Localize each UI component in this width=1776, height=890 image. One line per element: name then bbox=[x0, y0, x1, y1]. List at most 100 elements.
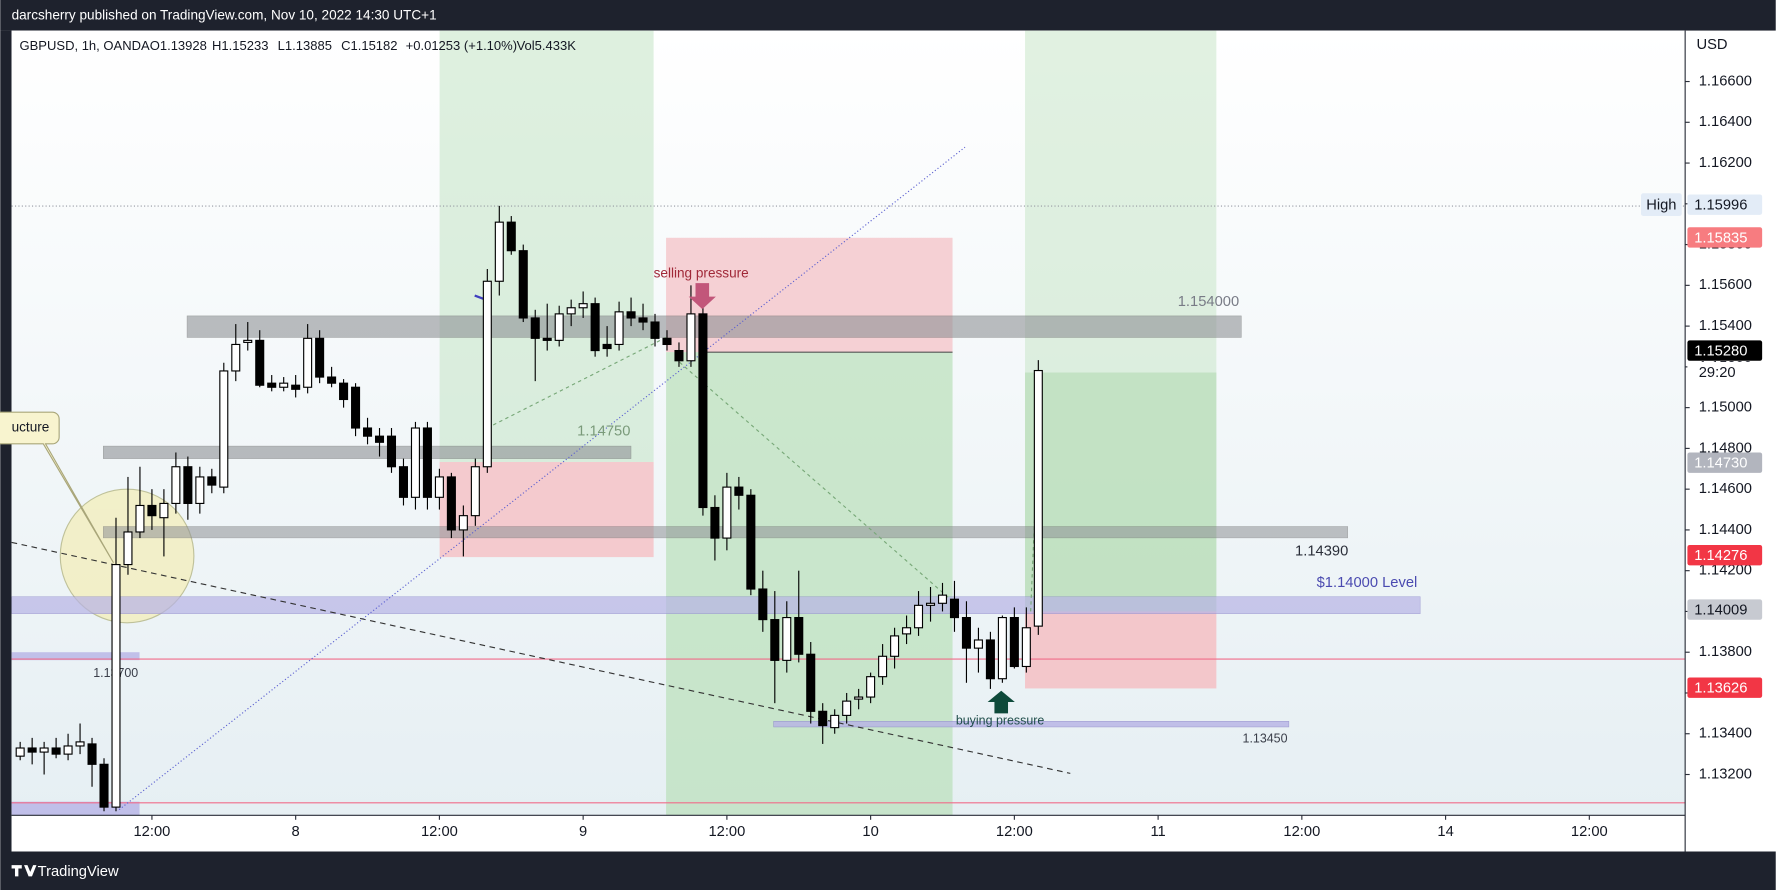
candle-body bbox=[638, 317, 648, 323]
x-tick-label: 12:00 bbox=[996, 824, 1033, 840]
bottom-bar bbox=[0, 851, 1776, 890]
candle-body bbox=[949, 598, 960, 619]
short-target-zone bbox=[666, 352, 953, 816]
candle-body bbox=[374, 435, 385, 443]
annotation: 1.14750 bbox=[577, 423, 630, 439]
candle-body bbox=[267, 382, 277, 388]
projection-line bbox=[1030, 475, 1037, 612]
candle-body bbox=[710, 506, 720, 539]
long-stop-zone bbox=[1025, 611, 1217, 689]
candle-body bbox=[339, 382, 349, 401]
candle-body bbox=[674, 349, 684, 362]
candle-body bbox=[494, 221, 504, 282]
candle-body bbox=[722, 486, 732, 539]
candle-body bbox=[866, 676, 876, 698]
candle-body bbox=[147, 504, 157, 517]
long-target-zone bbox=[1025, 372, 1217, 612]
candle-body bbox=[63, 745, 73, 755]
x-tick-label: 12:00 bbox=[1283, 824, 1320, 840]
x-axis-area bbox=[11, 815, 1686, 852]
candle-body bbox=[794, 616, 804, 655]
candle-body bbox=[902, 627, 912, 635]
candle-body bbox=[782, 616, 792, 661]
arrow-down bbox=[688, 283, 716, 310]
candle-body bbox=[291, 384, 301, 390]
price-badge-label: 1.14730 bbox=[1694, 456, 1747, 472]
candle-body bbox=[135, 504, 145, 533]
legend-item: +0.01253 (+1.10%) bbox=[406, 38, 517, 53]
candle-body bbox=[566, 307, 576, 315]
candle-body bbox=[159, 502, 169, 519]
price-badge bbox=[1687, 677, 1763, 698]
candle-body bbox=[279, 382, 289, 388]
candle-body bbox=[351, 386, 361, 429]
candle-body bbox=[195, 476, 205, 504]
candle-body bbox=[662, 337, 672, 346]
candle-body bbox=[231, 343, 241, 372]
support-zone bbox=[773, 721, 1290, 728]
high-badge bbox=[1640, 193, 1682, 216]
annotation: selling pressure bbox=[654, 266, 749, 281]
candle-body bbox=[961, 616, 971, 649]
x-tick-label: 14 bbox=[1437, 824, 1453, 840]
annotation: ucture bbox=[12, 420, 50, 435]
price-badge-label: 1.14276 bbox=[1694, 548, 1747, 564]
annotation: 1.13450 bbox=[1243, 732, 1288, 746]
candle-body bbox=[806, 653, 816, 712]
x-tick-label: 12:00 bbox=[421, 824, 458, 840]
candle-body bbox=[39, 747, 49, 753]
candle-body bbox=[758, 588, 768, 621]
candle-body bbox=[746, 494, 756, 590]
annotation: $1.14000 Level bbox=[1317, 575, 1418, 591]
candle-body bbox=[363, 427, 373, 437]
candle-body bbox=[878, 655, 888, 678]
candle-body bbox=[578, 303, 588, 309]
candles bbox=[15, 205, 1043, 812]
candle-body bbox=[985, 639, 995, 680]
price-badge bbox=[1687, 452, 1763, 473]
candle-body bbox=[255, 339, 265, 386]
candle-body bbox=[446, 476, 456, 531]
publisher-line: darcsherry published on TradingView.com,… bbox=[12, 7, 437, 22]
candle-body bbox=[398, 466, 409, 498]
price-badge bbox=[1687, 194, 1763, 215]
y-tick-label: 1.13800 bbox=[1699, 644, 1752, 660]
price-badge-label: 1.15996 bbox=[1694, 198, 1747, 214]
candle-body bbox=[51, 747, 61, 755]
candle-body bbox=[183, 466, 193, 504]
candle-body bbox=[626, 311, 636, 319]
candle-body bbox=[506, 221, 516, 252]
marker bbox=[474, 294, 485, 300]
brand: TradingView bbox=[11, 864, 119, 880]
candle-body bbox=[27, 747, 37, 753]
y-tick-label: 1.14200 bbox=[1699, 563, 1752, 579]
projection-line bbox=[679, 361, 952, 601]
candle-body bbox=[15, 747, 25, 757]
x-tick-label: 10 bbox=[862, 824, 878, 840]
candle-body bbox=[315, 337, 325, 378]
price-badge bbox=[1687, 227, 1763, 248]
x-tick-label: 12:00 bbox=[134, 824, 171, 840]
y-tick-label: 1.14400 bbox=[1699, 522, 1752, 538]
overlay: 1.154000 1.14750 1.14390 $1.14000 Level 1.13… bbox=[0, 266, 1417, 746]
candle-body bbox=[830, 714, 840, 729]
price-badge bbox=[1687, 340, 1763, 361]
callout bbox=[0, 411, 114, 564]
y-tick-label: 1.14800 bbox=[1699, 440, 1752, 456]
candle-body bbox=[890, 635, 900, 657]
candle-body bbox=[518, 250, 528, 319]
annotation: 1.14390 bbox=[1295, 543, 1348, 559]
candle-body bbox=[75, 741, 85, 747]
round-level-zone bbox=[11, 596, 1421, 614]
currency-label: USD bbox=[1696, 37, 1727, 53]
annotation: 1.154000 bbox=[1178, 294, 1239, 310]
y-tick-label: 1.15400 bbox=[1699, 318, 1752, 334]
candle-body bbox=[470, 466, 480, 517]
trend-line bbox=[11, 541, 1071, 774]
candle-body bbox=[973, 639, 983, 649]
candle-body bbox=[818, 710, 828, 727]
price-badge-label: 1.15835 bbox=[1694, 230, 1747, 246]
legend-item: O1.13928 bbox=[150, 38, 207, 53]
